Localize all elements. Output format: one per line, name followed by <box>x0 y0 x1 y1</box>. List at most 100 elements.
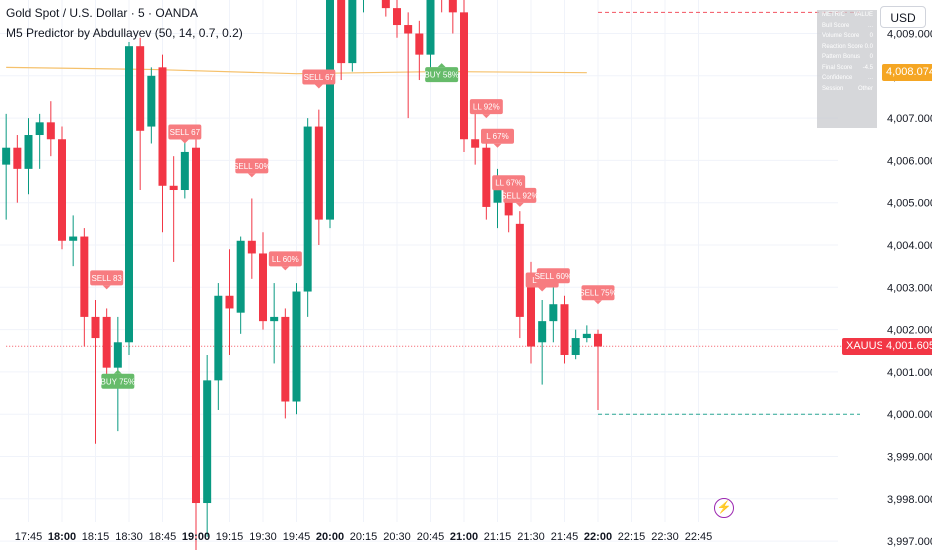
x-tick-label: 18:00 <box>48 531 76 543</box>
sell-signal: SELL 60% <box>535 268 572 288</box>
candle <box>326 0 334 229</box>
ma-price-tag: 4,008.074 <box>882 64 932 82</box>
candle <box>441 0 443 13</box>
y-tick-label: 4,007.000 <box>887 113 932 125</box>
signal-box <box>481 128 514 144</box>
signal-pointer <box>437 63 446 68</box>
candle-body <box>24 135 33 169</box>
candle-body <box>35 122 44 136</box>
candle-body <box>147 75 156 127</box>
buy-signal: BUY 75% <box>101 369 135 389</box>
candle <box>125 41 133 355</box>
signal-labels: SELL 83 BUY 75% SELL 67 SELL 50% LL 60% SELL … <box>90 63 617 389</box>
candle <box>348 0 357 72</box>
y-tick-label: 4,000.000 <box>887 409 932 421</box>
candle-body <box>203 380 212 504</box>
x-tick-label: 22:30 <box>651 531 679 543</box>
signal-pointer <box>538 287 547 292</box>
candle <box>147 67 156 144</box>
signal-text: SELL 67 <box>304 73 335 82</box>
candle-body <box>560 304 569 355</box>
sell-signal: SELL 67 <box>302 69 336 89</box>
sell-signal: SELL 67 <box>168 124 202 144</box>
metrics-row: Confidence... <box>817 73 877 84</box>
lightning-icon[interactable]: ⚡ <box>714 498 734 518</box>
signal-text: SELL 83 <box>91 274 122 283</box>
candle-body <box>281 316 290 402</box>
sell-signal: LL 92% <box>469 99 503 119</box>
y-tick-label: 3,997.000 <box>887 536 932 548</box>
candle <box>58 126 66 250</box>
metrics-row: Final Score -4.5 <box>817 63 877 74</box>
candle <box>549 283 558 343</box>
x-tick-label: 21:45 <box>551 531 579 543</box>
signal-box <box>581 285 615 301</box>
x-tick-label: 21:30 <box>517 531 545 543</box>
signal-box <box>90 270 124 286</box>
time-axis[interactable]: 17:45 18:00 18:15 18:30 18:45 19:00 19:15 19:30… <box>15 531 713 543</box>
y-tick-label: 4,005.000 <box>887 198 932 210</box>
price-axis[interactable]: 3,997.000 3,998.000 3,999.000 4,000.000 4,00… <box>887 29 932 549</box>
candle <box>214 283 223 410</box>
candle-body <box>125 46 133 343</box>
candle <box>247 198 256 279</box>
x-tick-label: 20:45 <box>417 531 445 543</box>
candle <box>515 211 524 339</box>
sell-signal: LL 60% <box>268 251 302 271</box>
metrics-cell: Reaction Score <box>822 43 864 50</box>
signal-text: SELL 75% <box>579 289 617 298</box>
metrics-cell: 0 <box>869 54 873 60</box>
metrics-cell: Confidence <box>822 75 853 81</box>
metrics-cell: Volume Score <box>822 33 860 39</box>
metrics-cell: Pattern Bonus <box>822 54 861 60</box>
sell-signal: L 67% <box>481 128 514 148</box>
metrics-cell: -4.5 <box>862 64 873 71</box>
signal-box <box>536 268 570 284</box>
metrics-header: METRIC VALUE <box>817 10 877 21</box>
candle <box>35 113 44 169</box>
candle-body <box>192 147 200 504</box>
candle-body <box>113 342 122 368</box>
signal-text: LL 60% <box>272 255 299 264</box>
signal-pointer <box>180 139 189 144</box>
metrics-cell: Session <box>822 85 844 92</box>
signal-pointer <box>549 283 558 288</box>
y-tick-label: 4,004.000 <box>887 240 932 252</box>
signal-box <box>268 251 302 267</box>
sell-signal: SELL 83 <box>90 270 124 290</box>
candle-body <box>303 126 312 292</box>
y-tick-label: 4,001.000 <box>887 367 932 379</box>
candle-body <box>236 240 245 313</box>
signal-pointer <box>113 369 122 374</box>
candle <box>281 308 290 419</box>
metrics-cell: ... <box>867 22 873 29</box>
candle <box>24 118 33 195</box>
candle-body <box>549 304 558 322</box>
candle <box>102 308 111 381</box>
signal-box <box>492 175 526 191</box>
signal-box <box>168 124 202 140</box>
signal-text: SELL 92% <box>501 191 539 200</box>
candle-body <box>58 139 66 241</box>
candle-body <box>326 0 334 220</box>
candle <box>571 329 580 360</box>
indicator-title[interactable]: M5 Predictor by Abdullayev (50, 14, 0.7,… <box>6 26 243 40</box>
x-tick-label: 17:45 <box>15 531 43 543</box>
candle <box>482 139 491 220</box>
candle-body <box>80 236 89 317</box>
candle-body <box>426 0 435 55</box>
last-price-tag: 4,001.605 <box>882 337 932 355</box>
metrics-row: Bull Score... <box>817 21 877 32</box>
candle <box>404 12 413 119</box>
currency-button[interactable]: USD <box>880 6 926 28</box>
y-tick-label: 4,009.000 <box>887 29 932 41</box>
signal-pointer <box>247 173 256 178</box>
candle <box>80 228 89 347</box>
signal-pointer <box>314 84 323 89</box>
x-tick-label: 19:45 <box>283 531 311 543</box>
candle-body <box>482 147 491 207</box>
signal-text: LL 67% <box>495 179 522 188</box>
candles[interactable] <box>2 0 602 550</box>
symbol-title[interactable]: Gold Spot / U.S. Dollar · 5 · OANDA <box>6 6 199 20</box>
